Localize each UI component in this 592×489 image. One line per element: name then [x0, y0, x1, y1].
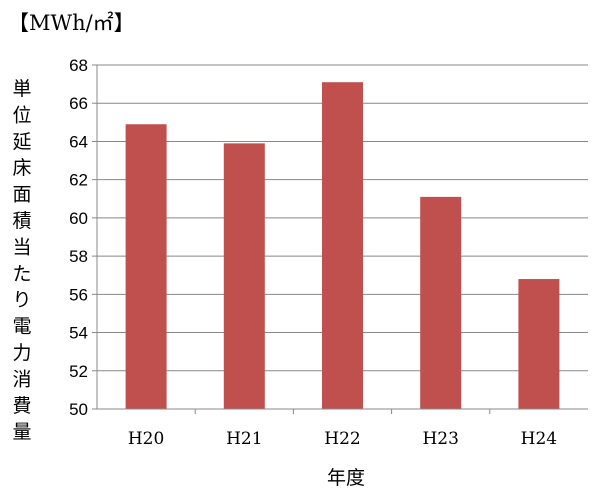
y-tick-label: 56: [69, 285, 88, 304]
x-tick-label: H20: [128, 429, 164, 449]
x-tick-label: H21: [226, 429, 262, 449]
bar-h21: [223, 143, 265, 409]
y-axis-title: 単位延床面積当たり電力消費量: [12, 78, 31, 443]
axes: [96, 65, 588, 410]
y-tick-label: 58: [69, 247, 88, 266]
bar-h22: [322, 82, 363, 409]
y-tick-label: 68: [69, 56, 88, 75]
x-tick-labels: H20 H21 H22 H23 H24: [128, 429, 557, 449]
y-tick-label: 64: [69, 132, 88, 151]
y-tick-labels: 50 52 54 56 58 60 62 64 66 68: [69, 56, 88, 419]
y-axis-title-text: 単位延床面積当たり電力消費量: [12, 78, 31, 443]
x-tick-label: H24: [521, 429, 557, 449]
unit-label: 【MWh/㎡】: [8, 11, 135, 35]
y-tick-label: 54: [69, 324, 88, 343]
y-tick-label: 60: [69, 209, 88, 228]
x-tick-label: H23: [422, 429, 458, 449]
y-tick-label: 52: [69, 362, 88, 381]
y-tick-label: 50: [69, 400, 88, 419]
x-tick-label: H22: [324, 429, 360, 449]
y-tick-label: 62: [69, 171, 88, 190]
y-tick-label: 66: [69, 94, 88, 113]
bar-h20: [125, 124, 167, 409]
bar-h24: [518, 279, 560, 409]
bar-h23: [420, 196, 462, 409]
x-axis-title: 年度: [327, 467, 365, 489]
bars: [125, 82, 560, 409]
